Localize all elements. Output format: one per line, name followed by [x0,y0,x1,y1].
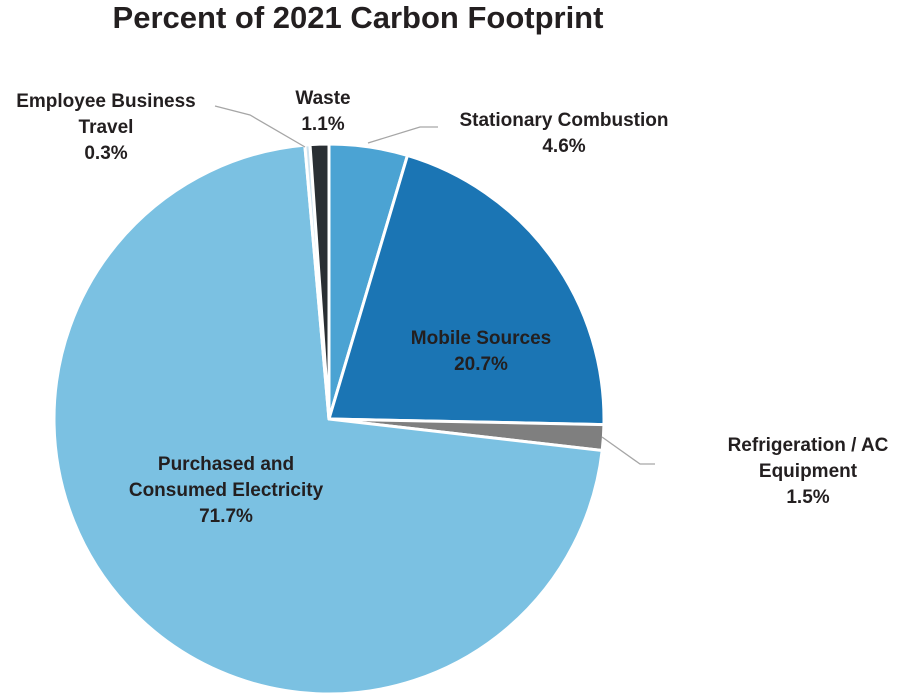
slice-label-employee-travel-line2: Travel [79,117,134,138]
slice-label-employee-travel-line1: Employee Business [16,91,196,112]
leader-line-refrigeration [601,436,655,465]
slice-label-stationary-combustion: Stationary Combustion [459,110,668,131]
slice-value-refrigeration: 1.5% [786,487,829,508]
slice-label-electricity-line1: Purchased and [158,454,294,475]
slice-label-electricity-line2: Consumed Electricity [129,480,324,501]
slice-value-stationary-combustion: 4.6% [542,136,585,157]
pie-slice-waste [308,142,331,421]
slice-label-refrigeration-line1: Refrigeration / AC [728,435,889,456]
leader-lines [214,105,655,465]
slice-value-mobile-sources: 20.7% [454,354,508,375]
slice-value-electricity: 71.7% [199,506,253,527]
pie-slice-mobile-sources [327,153,606,427]
leader-line-stationary-combustion [367,126,438,144]
slice-label-mobile-sources: Mobile Sources [411,328,551,349]
slice-label-refrigeration-line2: Equipment [759,461,858,482]
chart-title: Percent of 2021 Carbon Footprint [113,0,604,35]
pie-slices [52,142,606,696]
leader-line-employee-travel [214,105,306,148]
slice-value-employee-travel: 0.3% [84,143,127,164]
slice-label-waste: Waste [295,88,350,109]
slice-value-waste: 1.1% [301,114,344,135]
